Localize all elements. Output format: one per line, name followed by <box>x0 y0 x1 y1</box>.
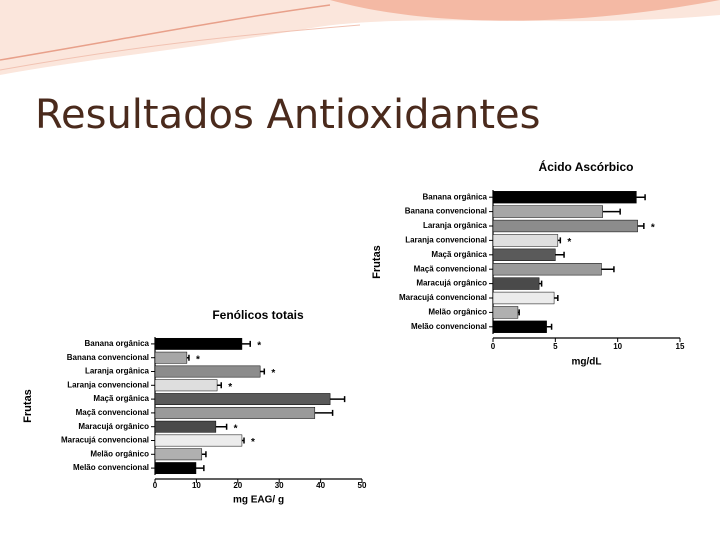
significance-mark: * <box>234 423 238 434</box>
error-bar <box>637 223 645 229</box>
category-label: Melão orgânico <box>428 308 487 317</box>
category-label: Banana convencional <box>405 207 487 216</box>
category-label: Banana orgânica <box>85 339 150 348</box>
error-bar <box>314 409 334 416</box>
error-bar <box>217 382 222 389</box>
significance-mark: * <box>228 382 232 393</box>
x-tick-label: 5 <box>553 342 558 351</box>
significance-mark: * <box>567 237 571 248</box>
bar <box>492 291 555 305</box>
bar <box>154 406 316 419</box>
slide-title: Resultados Antioxidantes <box>35 92 540 138</box>
error-bar <box>554 295 559 301</box>
x-axis-label: mg/dL <box>572 357 602 368</box>
category-label: Melão convencional <box>411 322 487 331</box>
significance-mark: * <box>271 368 275 379</box>
top-decoration <box>0 4 331 61</box>
category-label: Maracujá orgânico <box>78 422 149 431</box>
bar <box>154 365 261 378</box>
bar <box>154 337 243 350</box>
error-bar <box>601 266 615 273</box>
category-label: Maracujá orgânico <box>416 279 487 288</box>
category-label: Laranja orgânica <box>423 221 488 230</box>
bar <box>154 462 197 475</box>
error-bar <box>215 423 228 430</box>
top-decoration <box>0 24 361 71</box>
category-label: Banana convencional <box>67 353 149 362</box>
top-decoration <box>330 0 720 21</box>
significance-mark: * <box>196 354 200 365</box>
bar <box>492 191 637 204</box>
error-bar <box>557 237 562 244</box>
error-bar <box>517 309 520 316</box>
x-tick-label: 30 <box>275 481 284 490</box>
category-label: Laranja convencional <box>67 380 149 389</box>
x-tick-label: 40 <box>316 481 325 490</box>
error-bar <box>539 280 543 287</box>
category-label: Maçã orgânica <box>93 394 149 403</box>
bar <box>492 320 547 333</box>
x-tick-label: 10 <box>613 342 622 351</box>
category-label: Maçã convencional <box>414 264 487 273</box>
chart-title: Fenólicos totais <box>212 308 304 322</box>
bar <box>492 277 540 290</box>
category-label: Melão convencional <box>73 463 149 472</box>
bar <box>492 248 556 261</box>
bar <box>154 351 188 364</box>
bar <box>492 219 638 233</box>
significance-mark: * <box>651 223 655 234</box>
category-label: Maracujá convencional <box>61 436 149 445</box>
error-bar <box>260 368 266 375</box>
significance-mark: * <box>257 341 261 352</box>
category-label: Laranja orgânica <box>85 367 150 376</box>
category-label: Banana orgânica <box>423 192 488 201</box>
x-axis-label: mg EAG/ g <box>233 495 284 506</box>
significance-mark: * <box>251 437 255 448</box>
category-label: Melão orgânico <box>90 449 149 458</box>
y-axis-label: Frutas <box>22 389 34 423</box>
x-tick-label: 0 <box>491 342 496 351</box>
bar <box>492 234 559 247</box>
error-bar <box>186 354 190 361</box>
x-tick-label: 0 <box>153 481 158 490</box>
error-bar <box>546 323 553 330</box>
error-bar <box>330 396 346 403</box>
bar <box>154 448 203 461</box>
error-bar <box>241 340 251 347</box>
category-label: Laranja convencional <box>405 236 487 245</box>
bar <box>492 306 519 319</box>
category-label: Maracujá convencional <box>399 293 487 302</box>
error-bar <box>602 208 621 215</box>
bar <box>154 420 217 433</box>
category-label: Maçã orgânica <box>431 250 487 259</box>
error-bar <box>195 465 205 472</box>
y-axis-label: Frutas <box>371 245 383 279</box>
error-bar <box>241 437 245 444</box>
category-label: Maçã convencional <box>76 408 149 417</box>
x-tick-label: 20 <box>233 481 242 490</box>
bar <box>492 205 603 218</box>
x-tick-label: 50 <box>358 481 367 490</box>
x-tick-label: 10 <box>192 481 201 490</box>
bar <box>492 263 602 276</box>
error-bar <box>636 194 646 201</box>
chart-title: Ácido Ascórbico <box>539 159 634 174</box>
error-bar <box>201 451 207 458</box>
bar <box>154 393 331 406</box>
x-tick-label: 15 <box>676 342 685 351</box>
bar <box>154 379 218 392</box>
error-bar <box>555 251 565 258</box>
bar <box>154 434 243 447</box>
